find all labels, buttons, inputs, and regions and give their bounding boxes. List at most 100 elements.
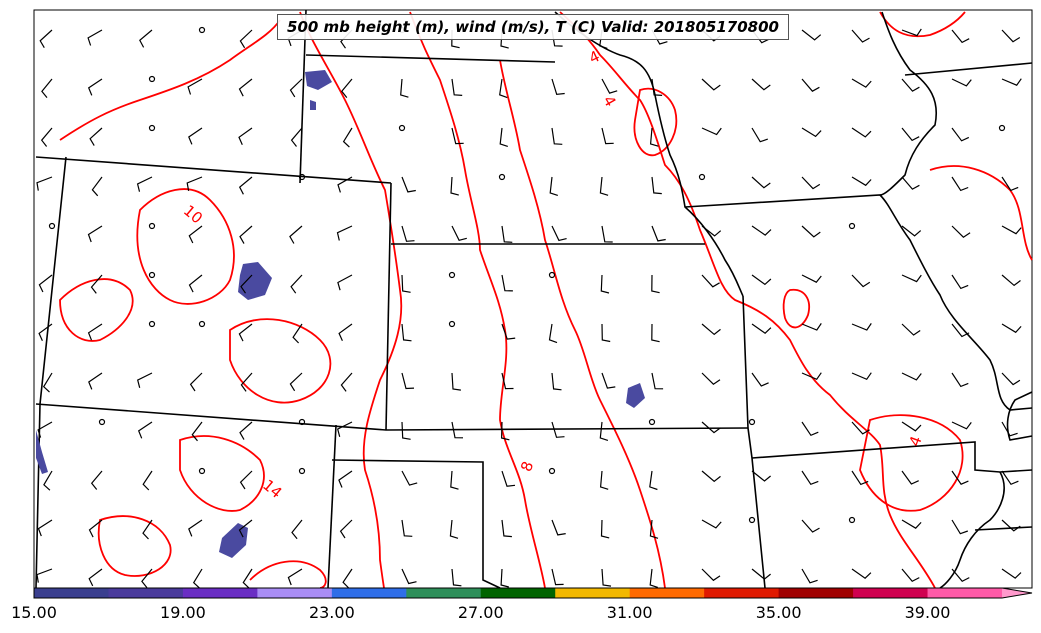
calm-wind-marker <box>648 418 656 426</box>
colorbar-segment <box>778 588 854 598</box>
colorbar-tick-label: 31.00 <box>606 603 653 622</box>
calm-wind-marker <box>198 320 206 328</box>
wind-barb <box>649 519 659 539</box>
wind-barb <box>292 323 303 344</box>
calm-wind-marker <box>298 467 306 475</box>
wind-barb <box>337 274 353 291</box>
wind-barb <box>37 421 53 438</box>
wind-barb <box>290 274 303 294</box>
wind-barb <box>401 225 415 242</box>
wind-barb <box>801 176 821 190</box>
colorbar-segment <box>331 588 407 598</box>
calm-wind-marker <box>98 418 106 426</box>
wind-barb <box>450 176 459 196</box>
wind-barb <box>801 519 820 533</box>
wind-barb <box>751 78 771 91</box>
contour-line <box>59 278 134 342</box>
wind-barb <box>901 127 920 142</box>
colorbar-tick-label: 23.00 <box>308 603 355 622</box>
state-border <box>327 424 337 589</box>
contour-line <box>249 560 327 589</box>
state-border <box>974 526 1033 531</box>
wind-barb <box>289 225 303 244</box>
wind-barb <box>651 176 662 195</box>
wind-barb <box>751 323 772 334</box>
wind-barb <box>191 421 203 442</box>
state-border <box>35 156 67 589</box>
calm-wind-marker <box>148 124 156 132</box>
wind-barb <box>1001 29 1021 43</box>
wind-barb <box>38 323 53 341</box>
calm-wind-marker <box>198 467 206 475</box>
state-border <box>1006 391 1033 441</box>
contour-line <box>179 435 265 512</box>
wind-barb <box>136 176 153 192</box>
wind-barb <box>651 274 660 294</box>
state-border <box>331 459 501 589</box>
wind-barb <box>1001 176 1019 192</box>
wind-barb <box>451 127 464 145</box>
wind-barb <box>901 78 920 92</box>
wind-barb <box>499 78 508 99</box>
wind-barb <box>401 372 415 390</box>
wind-barb <box>342 568 353 589</box>
wind-barb <box>951 421 972 430</box>
wind-barb <box>41 78 53 98</box>
wind-barb <box>601 127 614 145</box>
wind-barb <box>451 372 461 391</box>
shaded-region <box>238 262 272 300</box>
wind-barb <box>801 225 821 238</box>
wind-barb <box>87 225 103 243</box>
wind-barb <box>88 519 103 538</box>
colorbar-outline <box>33 587 1033 599</box>
wind-barb <box>551 372 562 391</box>
wind-barb <box>751 274 772 286</box>
wind-barb <box>901 274 922 283</box>
wind-barb <box>851 127 872 138</box>
wind-barb <box>501 470 516 487</box>
wind-barb <box>549 176 558 196</box>
temperature-contours <box>59 11 1033 589</box>
wind-barb <box>600 274 610 294</box>
wind-barb <box>851 29 870 43</box>
state-border <box>684 194 1033 411</box>
contour-line <box>59 19 281 141</box>
wind-barb <box>342 127 353 148</box>
wind-barb <box>340 372 353 392</box>
wind-barb <box>1001 470 1019 486</box>
calm-wind-marker <box>148 320 156 328</box>
wind-barb <box>851 470 869 486</box>
wind-barb <box>751 372 769 387</box>
wind-barb <box>1001 421 1018 437</box>
wind-barb <box>951 323 970 338</box>
wind-barb <box>401 421 411 440</box>
wind-barb <box>1001 274 1021 287</box>
wind-barb <box>1001 568 1022 579</box>
wind-barb <box>87 29 103 46</box>
colorbar-extension <box>1002 588 1032 598</box>
colorbar-segment <box>629 588 705 598</box>
wind-barb <box>238 519 253 538</box>
wind-barb <box>951 274 969 290</box>
shaded-region <box>36 430 48 474</box>
wind-barb <box>37 519 53 537</box>
wind-barb <box>500 568 509 588</box>
wind-barb <box>951 225 971 238</box>
wind-barb <box>601 372 616 389</box>
calm-wind-marker <box>198 26 206 34</box>
wind-barb <box>901 568 920 583</box>
wind-barb <box>501 519 512 538</box>
wind-barb <box>451 78 463 96</box>
colorbar-segment <box>853 588 929 598</box>
wind-barb <box>701 372 721 385</box>
wind-barb <box>901 372 922 381</box>
wind-barbs <box>36 26 1022 589</box>
wind-barb <box>87 78 103 96</box>
colorbar-tick-label: 19.00 <box>160 603 206 622</box>
contour-line <box>299 11 403 589</box>
wind-barb <box>188 225 203 244</box>
wind-barb <box>38 274 53 293</box>
wind-barb <box>801 372 822 381</box>
wind-barb <box>238 176 253 195</box>
wind-barb <box>551 225 567 242</box>
